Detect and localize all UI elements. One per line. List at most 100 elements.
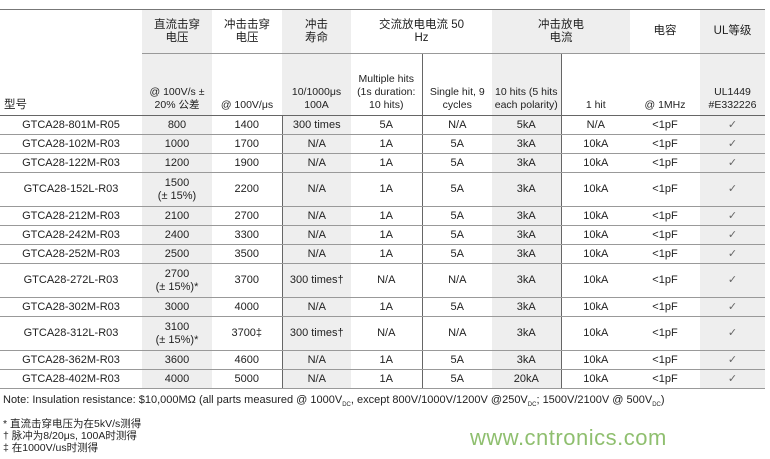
cell-capacitance: <1pF <box>630 225 700 245</box>
cell-ul: ✓ <box>700 350 765 370</box>
cell-10hits: 20kA <box>492 369 561 389</box>
table-row: GTCA28-272L-R03 2700 (± 15%)* 3700 300 times… <box>0 263 765 298</box>
cell-model: GTCA28-312L-R03 <box>0 316 142 351</box>
table-row: GTCA28-252M-R03 2500 3500 N/A 1A 5A 3kA 10kA <1p… <box>0 244 765 264</box>
cell-capacitance: <1pF <box>630 350 700 370</box>
header-impulse-cond: @ 100V/μs <box>212 53 282 116</box>
cell-ac-multiple: 1A <box>351 225 422 245</box>
cell-ac-single: 5A <box>421 369 492 389</box>
cell-ac-single: 5A <box>421 350 492 370</box>
cell-1hit: 10kA <box>560 350 630 370</box>
cell-ul: ✓ <box>700 153 765 173</box>
cell-dc-breakdown: 800 <box>142 115 212 135</box>
cell-10hits: 3kA <box>492 244 561 264</box>
cell-ac-multiple: 1A <box>351 172 422 207</box>
cell-impulse-breakdown: 3500 <box>212 244 283 264</box>
table-row: GTCA28-362M-R03 3600 4600 N/A 1A 5A 3kA 10kA <1p… <box>0 350 765 370</box>
cell-model: GTCA28-212M-R03 <box>0 206 142 226</box>
cell-capacitance: <1pF <box>630 134 700 154</box>
cell-impulse-breakdown: 2700 <box>212 206 283 226</box>
cell-impulse-life: N/A <box>282 369 351 389</box>
cell-ac-single: 5A <box>421 153 492 173</box>
cell-impulse-life: N/A <box>282 225 351 245</box>
cell-ac-multiple: 1A <box>351 350 422 370</box>
cell-1hit: 10kA <box>560 297 630 317</box>
cell-ac-multiple: 1A <box>351 153 422 173</box>
cell-ac-multiple: N/A <box>351 263 422 298</box>
cell-impulse-breakdown: 2200 <box>212 172 283 207</box>
cell-impulse-breakdown: 4600 <box>212 350 283 370</box>
cell-model: GTCA28-801M-R05 <box>0 115 142 135</box>
cell-capacitance: <1pF <box>630 206 700 226</box>
cell-capacitance: <1pF <box>630 153 700 173</box>
cell-impulse-life: N/A <box>282 153 351 173</box>
cell-dc-breakdown: 3600 <box>142 350 212 370</box>
table-row: GTCA28-302M-R03 3000 4000 N/A 1A 5A 3kA 10kA <1p… <box>0 297 765 317</box>
cell-1hit: 10kA <box>560 263 630 298</box>
cell-dc-breakdown: 2100 <box>142 206 212 226</box>
cell-dc-breakdown: 1000 <box>142 134 212 154</box>
cell-impulse-life: 300 times <box>282 115 351 135</box>
cell-model: GTCA28-152L-R03 <box>0 172 142 207</box>
cell-capacitance: <1pF <box>630 297 700 317</box>
cell-ac-multiple: 1A <box>351 244 422 264</box>
cell-impulse-life: N/A <box>282 350 351 370</box>
cell-impulse-breakdown: 3300 <box>212 225 283 245</box>
cell-impulse-life: N/A <box>282 206 351 226</box>
cell-capacitance: <1pF <box>630 316 700 351</box>
cell-capacitance: <1pF <box>630 115 700 135</box>
cell-ac-multiple: N/A <box>351 316 422 351</box>
cell-impulse-breakdown: 3700 <box>212 263 283 298</box>
cell-10hits: 3kA <box>492 263 561 298</box>
cell-ul: ✓ <box>700 263 765 298</box>
cell-capacitance: <1pF <box>630 172 700 207</box>
cell-1hit: 10kA <box>560 316 630 351</box>
cell-model: GTCA28-402M-R03 <box>0 369 142 389</box>
cell-10hits: 3kA <box>492 297 561 317</box>
cell-ul: ✓ <box>700 206 765 226</box>
cell-impulse-breakdown: 1400 <box>212 115 283 135</box>
cell-impulse-life: 300 times† <box>282 263 351 298</box>
cell-10hits: 3kA <box>492 134 561 154</box>
cell-ac-multiple: 1A <box>351 134 422 154</box>
cell-1hit: 10kA <box>560 134 630 154</box>
header-ul: UL等级 <box>700 9 765 54</box>
header-dc-breakdown: 直流击穿电压 <box>142 9 212 54</box>
cell-ul: ✓ <box>700 244 765 264</box>
cell-1hit: 10kA <box>560 172 630 207</box>
table-row: GTCA28-801M-R05 800 1400 300 times 5A N/A 5kA N… <box>0 115 765 135</box>
cell-dc-breakdown: 1500 (± 15%) <box>142 172 212 207</box>
watermark: www.cntronics.com <box>470 425 667 450</box>
cell-ul: ✓ <box>700 115 765 135</box>
header-10hits: 10 hits (5 hits each polarity) <box>492 53 561 116</box>
cell-model: GTCA28-242M-R03 <box>0 225 142 245</box>
table-row: GTCA28-152L-R03 1500 (± 15%) 2200 N/A 1A 5A 3kA… <box>0 172 765 207</box>
cell-dc-breakdown: 1200 <box>142 153 212 173</box>
cell-model: GTCA28-252M-R03 <box>0 244 142 264</box>
cell-impulse-life: 300 times† <box>282 316 351 351</box>
table-row: GTCA28-402M-R03 4000 5000 N/A 1A 5A 20kA 10kA <1… <box>0 369 765 389</box>
cell-1hit: 10kA <box>560 244 630 264</box>
table-row: GTCA28-312L-R03 3100 (± 15%)* 3700‡ 300 time… <box>0 316 765 351</box>
cell-1hit: 10kA <box>560 153 630 173</box>
header-dc-cond: @ 100V/s ± 20% 公差 <box>142 53 212 116</box>
table-row: GTCA28-122M-R03 1200 1900 N/A 1A 5A 3kA 10kA <1p… <box>0 153 765 173</box>
footnote: † 脉冲为8/20μs, 100A时测得 <box>3 430 137 443</box>
header-cap-cond: @ 1MHz <box>630 53 700 116</box>
table-row: GTCA28-212M-R03 2100 2700 N/A 1A 5A 3kA 10kA <1p… <box>0 206 765 226</box>
cell-ul: ✓ <box>700 297 765 317</box>
cell-ac-single: N/A <box>421 115 492 135</box>
cell-ac-single: N/A <box>421 263 492 298</box>
cell-dc-breakdown: 4000 <box>142 369 212 389</box>
cell-model: GTCA28-102M-R03 <box>0 134 142 154</box>
cell-capacitance: <1pF <box>630 263 700 298</box>
cell-model: GTCA28-122M-R03 <box>0 153 142 173</box>
cell-impulse-life: N/A <box>282 172 351 207</box>
cell-10hits: 3kA <box>492 172 561 207</box>
cell-ac-single: 5A <box>421 172 492 207</box>
cell-ul: ✓ <box>700 225 765 245</box>
header-model: 型号 <box>0 9 142 116</box>
cell-impulse-breakdown: 3700‡ <box>212 316 283 351</box>
cell-10hits: 3kA <box>492 225 561 245</box>
cell-ul: ✓ <box>700 316 765 351</box>
